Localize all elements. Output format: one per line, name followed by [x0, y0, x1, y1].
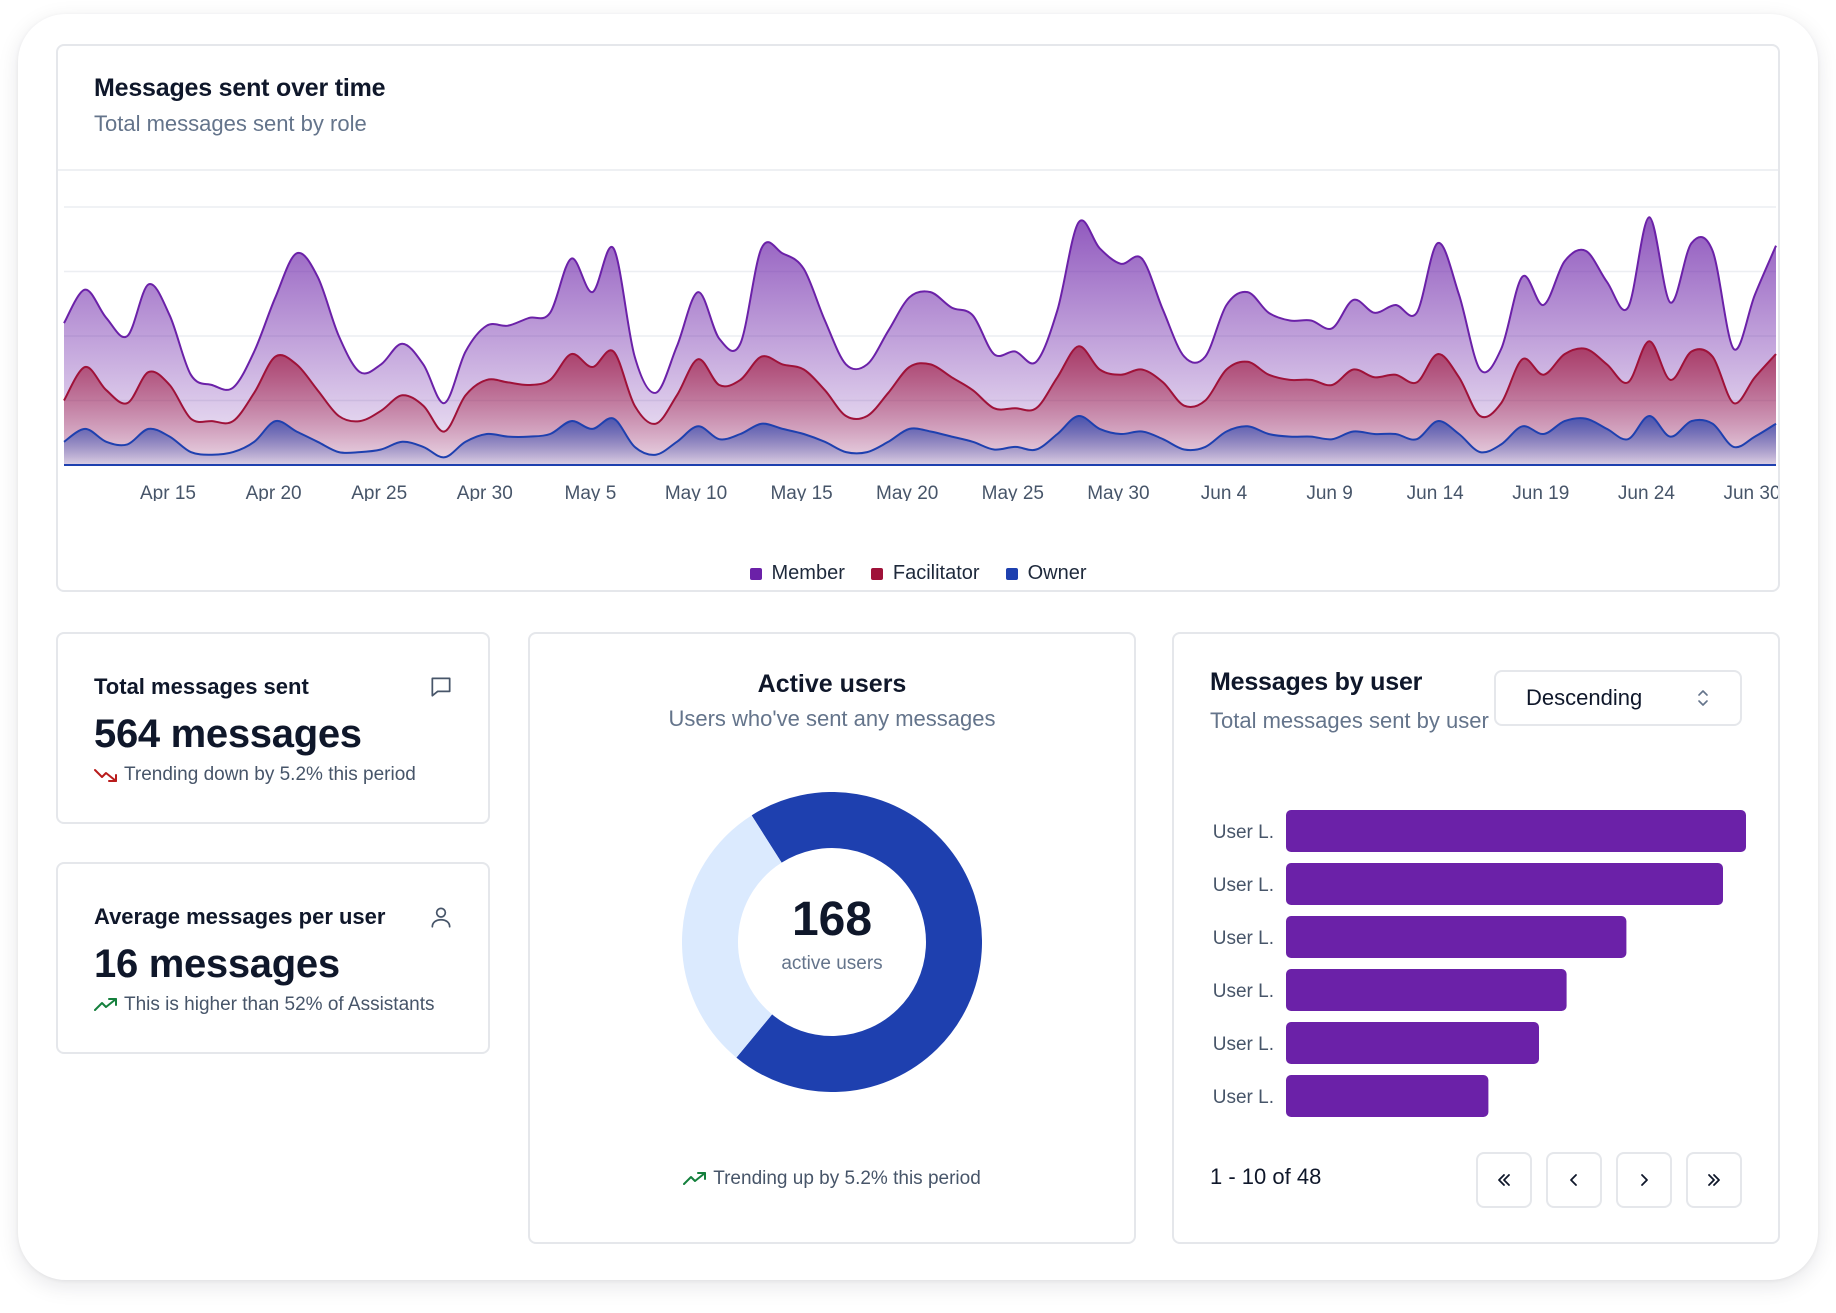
- x-tick-label: Apr 15: [140, 483, 196, 501]
- kpi-trend: Trending down by 5.2% this period: [94, 764, 416, 786]
- bar-label: User L.: [1213, 928, 1274, 949]
- bar[interactable]: [1286, 916, 1627, 958]
- bar-label: User L.: [1213, 981, 1274, 1002]
- chart-legend: Member Facilitator Owner: [58, 562, 1778, 585]
- bar[interactable]: [1286, 969, 1567, 1011]
- donut-center: 168 active users: [682, 792, 982, 1092]
- legend-label-facilitator: Facilitator: [892, 562, 980, 584]
- messages-by-user-header: Messages by user Total messages sent by …: [1210, 668, 1500, 737]
- donut-label: active users: [781, 952, 883, 974]
- chart-subtitle: Total messages sent by role: [94, 111, 367, 136]
- first-page-button[interactable]: [1476, 1152, 1532, 1208]
- bar[interactable]: [1286, 1022, 1539, 1064]
- active-users-trend-text: Trending up by 5.2% this period: [713, 1168, 981, 1189]
- x-tick-label: May 15: [770, 483, 832, 501]
- active-users-card: Active users Users who've sent any messa…: [528, 632, 1136, 1244]
- x-tick-label: Apr 20: [246, 483, 302, 501]
- sort-select[interactable]: Descending: [1494, 670, 1742, 726]
- legend-item-facilitator[interactable]: Facilitator: [870, 562, 980, 585]
- kpi-trend: This is higher than 52% of Assistants: [94, 994, 435, 1016]
- x-tick-label: May 30: [1087, 483, 1149, 501]
- kpi-trend-text: Trending down by 5.2% this period: [124, 764, 416, 785]
- chevron-up-down-icon: [1698, 690, 1708, 706]
- x-tick-label: Apr 25: [351, 483, 407, 501]
- x-tick-label: Jun 14: [1407, 483, 1464, 501]
- chat-bubble-icon: [431, 677, 451, 697]
- donut-chart: [682, 792, 982, 1092]
- area-owner: [64, 415, 1776, 465]
- legend-item-member[interactable]: Member: [749, 562, 845, 585]
- donut-slice-remaining: [682, 815, 783, 1058]
- x-tick-label: May 10: [665, 483, 727, 501]
- chart-header: Messages sent over time Total messages s…: [94, 74, 386, 137]
- trending-down-icon: [94, 769, 117, 782]
- bar-label: User L.: [1213, 822, 1274, 843]
- previous-page-button[interactable]: [1546, 1152, 1602, 1208]
- messages-by-user-subtitle: Total messages sent by user: [1210, 708, 1489, 733]
- bar-label: User L.: [1213, 875, 1274, 896]
- chevrons-left-icon: [1498, 1174, 1510, 1186]
- header-divider: [58, 169, 1778, 171]
- pagination-label: 1 - 10 of 48: [1210, 1164, 1322, 1189]
- legend-swatch-facilitator: [870, 567, 883, 580]
- bar[interactable]: [1286, 810, 1746, 852]
- kpi-value: 564 messages: [94, 712, 362, 756]
- bar-label: User L.: [1213, 1087, 1274, 1108]
- series-line-facilitator: [63, 340, 1777, 433]
- area-chart: Apr 15 Apr 20 Apr 25 Apr 30 May 5 May 10 May 1…: [63, 206, 1778, 501]
- x-tick-label: May 5: [565, 483, 617, 501]
- messages-by-user-title: Messages by user: [1210, 668, 1423, 696]
- chevron-right-icon: [1641, 1174, 1648, 1186]
- messages-over-time-card: Messages sent over time Total messages s…: [56, 44, 1780, 592]
- kpi-title: Average messages per user: [94, 904, 386, 929]
- legend-swatch-owner: [1005, 567, 1018, 580]
- series-line-member: [63, 216, 1777, 405]
- x-tick-label: Jun 24: [1618, 483, 1675, 501]
- bar[interactable]: [1286, 863, 1723, 905]
- messages-by-user-card: Messages by user Total messages sent by …: [1172, 632, 1780, 1244]
- active-users-subtitle: Users who've sent any messages: [668, 706, 996, 731]
- pagination-controls: [1476, 1152, 1742, 1208]
- donut-slice-active: [736, 792, 982, 1092]
- trending-up-icon: [683, 1172, 707, 1185]
- total-messages-card: Total messages sent 564 messages Trendin…: [56, 632, 490, 824]
- legend-label-member: Member: [771, 562, 845, 584]
- active-users-title: Active users: [757, 670, 907, 698]
- x-tick-label: Jun 9: [1306, 483, 1352, 501]
- average-messages-card: Average messages per user 16 messages Th…: [56, 862, 490, 1054]
- bar-chart: User L. User L. User L. User L. User L. User …: [1213, 810, 1746, 1117]
- legend-swatch-member: [749, 567, 762, 580]
- kpi-value: 16 messages: [94, 942, 340, 986]
- chevrons-right-icon: [1708, 1174, 1720, 1186]
- x-tick-label: May 20: [876, 483, 938, 501]
- x-tick-label: Jun 4: [1201, 483, 1248, 501]
- user-icon: [431, 907, 451, 928]
- last-page-button[interactable]: [1686, 1152, 1742, 1208]
- x-tick-label: May 25: [982, 483, 1044, 501]
- series-line-owner: [63, 414, 1777, 459]
- bar-label: User L.: [1213, 1034, 1274, 1055]
- x-tick-label: Apr 30: [457, 483, 513, 501]
- x-tick-label: Jun 30: [1723, 483, 1778, 501]
- x-tick-label: Jun 19: [1512, 483, 1569, 501]
- active-users-trend: Trending up by 5.2% this period: [530, 1168, 1134, 1190]
- donut-value: 168: [791, 892, 873, 946]
- kpi-title: Total messages sent: [94, 674, 309, 699]
- chart-title: Messages sent over time: [94, 74, 386, 102]
- bar[interactable]: [1286, 1075, 1489, 1117]
- chevron-left-icon: [1570, 1174, 1577, 1186]
- sort-select-value: Descending: [1526, 685, 1643, 710]
- kpi-trend-text: This is higher than 52% of Assistants: [124, 994, 435, 1015]
- legend-item-owner[interactable]: Owner: [1005, 562, 1087, 585]
- next-page-button[interactable]: [1616, 1152, 1672, 1208]
- legend-label-owner: Owner: [1027, 562, 1087, 584]
- trending-up-icon: [94, 998, 117, 1011]
